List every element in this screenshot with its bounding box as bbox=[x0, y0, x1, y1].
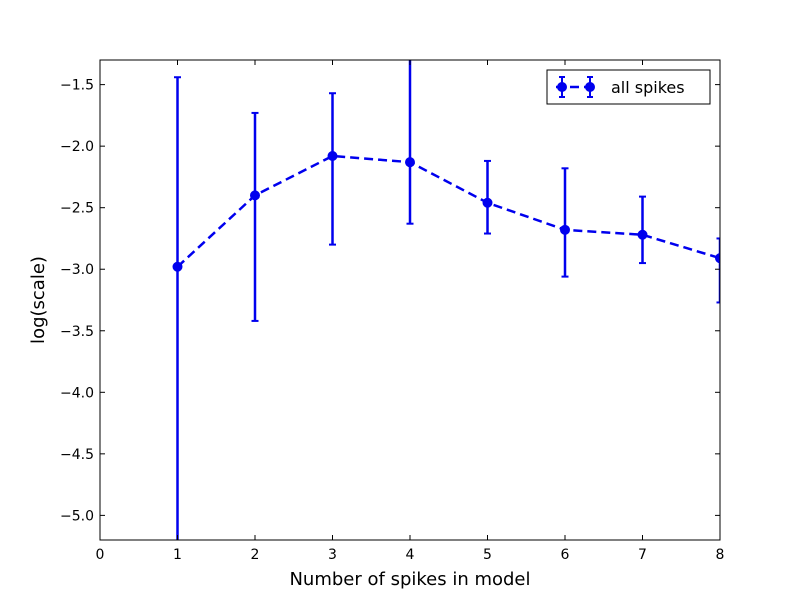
y-tick-label: −2.0 bbox=[60, 139, 94, 155]
x-tick-label: 4 bbox=[406, 547, 415, 563]
legend-marker bbox=[585, 82, 595, 92]
series-line bbox=[176, 154, 720, 268]
data-point bbox=[560, 224, 570, 235]
x-tick-label: 8 bbox=[716, 547, 725, 563]
y-tick-label: −2.5 bbox=[60, 201, 94, 217]
y-tick-label: −4.0 bbox=[60, 385, 94, 401]
y-tick-label: −4.5 bbox=[60, 447, 94, 463]
data-point bbox=[482, 197, 493, 208]
y-axis-label: log(scale) bbox=[28, 256, 49, 344]
data-point bbox=[715, 253, 720, 264]
x-tick-label: 6 bbox=[561, 547, 570, 563]
data-point bbox=[172, 261, 183, 272]
data-point bbox=[250, 190, 260, 201]
x-axis-label: Number of spikes in model bbox=[289, 569, 530, 590]
legend: all spikes bbox=[546, 69, 711, 105]
data-point bbox=[405, 157, 415, 168]
x-tick-label: 1 bbox=[173, 547, 182, 563]
data-point bbox=[637, 229, 648, 240]
y-tick-label: −5.0 bbox=[60, 508, 94, 524]
y-tick-label: −3.5 bbox=[60, 324, 94, 340]
x-tick-label: 2 bbox=[251, 547, 260, 563]
legend-label: all spikes bbox=[611, 78, 685, 97]
x-tick-label: 7 bbox=[638, 547, 647, 563]
data-point bbox=[327, 151, 338, 161]
y-tick-label: −3.0 bbox=[60, 262, 94, 278]
x-tick-label: 3 bbox=[328, 547, 337, 563]
legend-marker bbox=[557, 82, 567, 92]
x-tick-label: 5 bbox=[483, 547, 492, 563]
y-tick-label: −1.5 bbox=[60, 78, 94, 94]
x-tick-label: 0 bbox=[96, 547, 105, 563]
